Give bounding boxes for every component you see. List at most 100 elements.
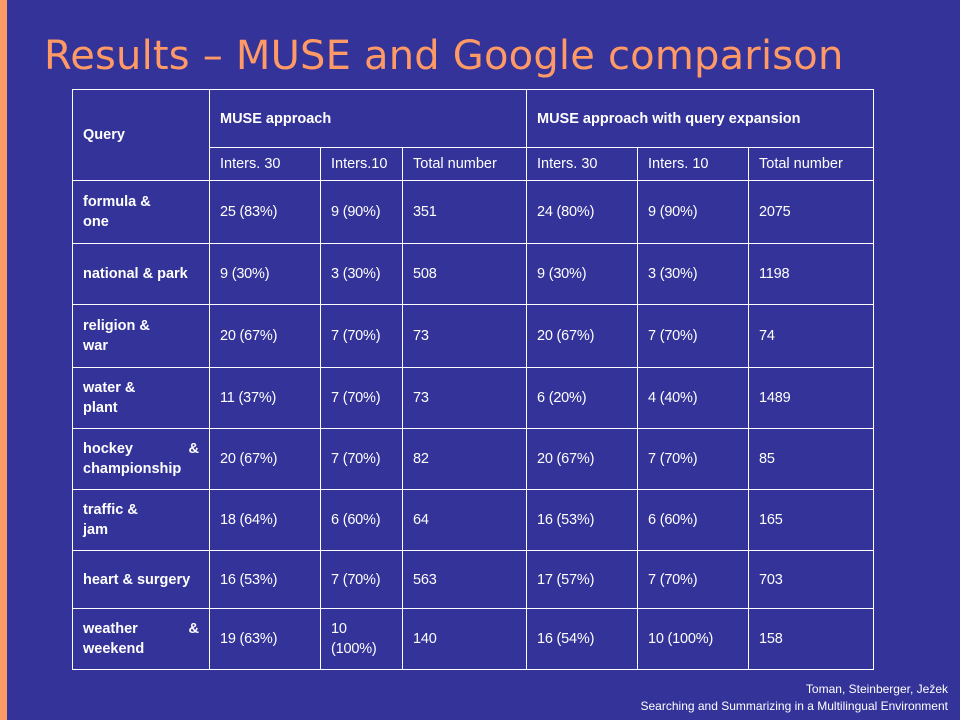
value-cell: 20 (67%) — [526, 304, 638, 368]
footer-subtitle: Searching and Summarizing in a Multiling… — [640, 699, 949, 713]
value-cell: 7 (70%) — [320, 550, 403, 609]
table-subheader-row: Inters. 30 Inters.10 Total number Inters… — [73, 147, 875, 181]
value-cell: 7 (70%) — [637, 428, 749, 490]
query-text: war — [83, 338, 108, 354]
value-cell: 7 (70%) — [320, 367, 403, 429]
value-cell: 10 (100%) — [637, 608, 749, 670]
value-cell: 351 — [402, 180, 527, 244]
value-cell: 6 (60%) — [320, 489, 403, 551]
value-cell: 3 (30%) — [637, 243, 749, 305]
query-cell: formula & one — [72, 180, 210, 244]
query-text: plant — [83, 400, 118, 416]
query-cell: traffic & jam — [72, 489, 210, 551]
value-cell: 158 — [747, 608, 875, 670]
footer-authors: Toman, Steinberger, Ježek — [805, 682, 948, 696]
subheader-cell: Total number — [402, 147, 527, 181]
table-row: weather & weekend 19 (63%) 10 (100%) 140… — [72, 608, 875, 670]
table-row: formula & one 25 (83%) 9 (90%) 351 24 (8… — [72, 180, 875, 244]
query-text: religion & — [83, 318, 150, 334]
query-text: weekend — [83, 641, 145, 657]
value-cell: 4 (40%) — [637, 367, 749, 429]
value-cell: 6 (20%) — [526, 367, 638, 429]
query-cell: hockey & championship — [72, 428, 210, 490]
value-cell: 24 (80%) — [526, 180, 638, 244]
query-text: traffic & — [83, 502, 138, 518]
query-text: water & — [83, 380, 136, 396]
value-cell: 11 (37%) — [209, 367, 321, 429]
value-line: 10 — [331, 621, 347, 637]
table-row: traffic & jam 18 (64%) 6 (60%) 64 16 (53… — [72, 489, 875, 551]
value-cell: 7 (70%) — [637, 304, 749, 368]
table-header-row: Query MUSE approach MUSE approach with q… — [72, 89, 875, 181]
table-row: heart & surgery 16 (53%) 7 (70%) 563 17 … — [72, 550, 875, 609]
query-text: formula & — [83, 194, 151, 210]
query-text: hockey — [83, 441, 133, 457]
subheader-cell: Total number — [747, 147, 875, 181]
value-cell: 7 (70%) — [320, 304, 403, 368]
value-cell: 563 — [402, 550, 527, 609]
value-cell: 9 (90%) — [320, 180, 403, 244]
value-cell: 3 (30%) — [320, 243, 403, 305]
value-cell: 16 (54%) — [526, 608, 638, 670]
value-cell: 18 (64%) — [209, 489, 321, 551]
value-cell: 82 — [402, 428, 527, 490]
subheader-cell: Inters. 10 — [637, 147, 749, 181]
query-text: heart & surgery — [83, 571, 191, 588]
value-line: (100%) — [331, 641, 377, 657]
query-text: championship — [83, 461, 182, 477]
value-cell: 10 (100%) — [320, 608, 403, 670]
table-row: hockey & championship 20 (67%) 7 (70%) 8… — [72, 428, 875, 490]
value-cell: 85 — [747, 428, 875, 490]
value-cell: 19 (63%) — [209, 608, 321, 670]
query-text: one — [83, 214, 109, 230]
query-text: jam — [83, 522, 108, 538]
value-cell: 6 (60%) — [637, 489, 749, 551]
subheader-cell: Inters. 30 — [526, 147, 638, 181]
value-cell: 25 (83%) — [209, 180, 321, 244]
value-cell: 140 — [402, 608, 527, 670]
value-cell: 9 (30%) — [526, 243, 638, 305]
value-cell: 9 (90%) — [637, 180, 749, 244]
value-cell: 1489 — [747, 367, 875, 429]
value-cell: 7 (70%) — [320, 428, 403, 490]
query-text: & — [188, 441, 199, 457]
muse-approach-header: MUSE approach — [209, 89, 527, 148]
value-cell: 16 (53%) — [209, 550, 321, 609]
slide-footer: Toman, Steinberger, Ježek Searching and … — [641, 681, 949, 715]
query-header: Query — [72, 89, 210, 181]
table-row: water & plant 11 (37%) 7 (70%) 73 6 (20%… — [72, 367, 875, 429]
value-cell: 74 — [747, 304, 875, 368]
query-cell: water & plant — [72, 367, 210, 429]
value-cell: 703 — [747, 550, 875, 609]
query-text: weather — [83, 621, 138, 637]
query-cell: religion & war — [72, 304, 210, 368]
query-line: hockey & — [83, 439, 199, 459]
left-accent-bar — [0, 0, 7, 720]
value-cell: 165 — [747, 489, 875, 551]
table-row: national & park 9 (30%) 3 (30%) 508 9 (3… — [72, 243, 875, 305]
value-cell: 16 (53%) — [526, 489, 638, 551]
value-cell: 73 — [402, 304, 527, 368]
value-cell: 1198 — [747, 243, 875, 305]
subheader-cell: Inters. 30 — [209, 147, 321, 181]
value-cell: 73 — [402, 367, 527, 429]
query-cell: weather & weekend — [72, 608, 210, 670]
value-cell: 7 (70%) — [637, 550, 749, 609]
value-cell: 20 (67%) — [209, 428, 321, 490]
query-text: & — [188, 621, 199, 637]
subheader-cell: Inters.10 — [320, 147, 403, 181]
value-cell: 17 (57%) — [526, 550, 638, 609]
query-line: weather & — [83, 619, 199, 639]
results-table: Query MUSE approach MUSE approach with q… — [72, 89, 875, 670]
muse-expansion-header: MUSE approach with query expansion — [525, 89, 875, 148]
query-text: national & park — [83, 266, 188, 282]
value-cell: 2075 — [747, 180, 875, 244]
query-cell: heart & surgery — [72, 550, 210, 609]
slide-title: Results – MUSE and Google comparison — [44, 33, 844, 79]
query-cell: national & park — [72, 243, 210, 305]
value-cell: 20 (67%) — [209, 304, 321, 368]
value-cell: 64 — [402, 489, 527, 551]
value-cell: 20 (67%) — [526, 428, 638, 490]
value-cell: 9 (30%) — [209, 243, 321, 305]
value-cell: 508 — [402, 243, 527, 305]
